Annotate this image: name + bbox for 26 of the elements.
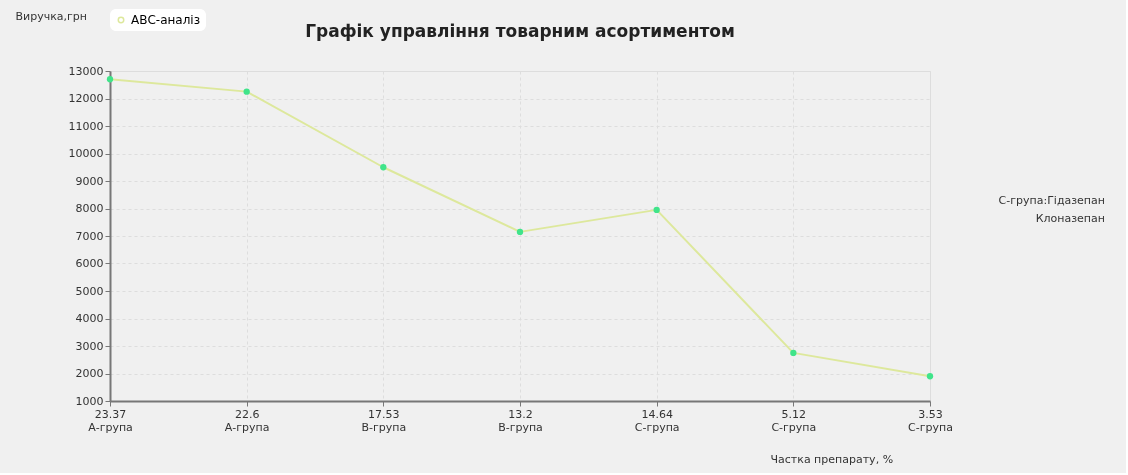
y-tick-label: 5000 (75, 284, 104, 298)
chart-title: Графік управління товарним асортиментом (305, 21, 735, 41)
y-tick-label: 2000 (75, 367, 104, 380)
y-tick-label: 13000 (68, 64, 104, 78)
x-tick-label: 17.53 В-група (361, 407, 407, 434)
y-tick-label: 10000 (68, 147, 104, 160)
y-tick-label: 8000 (75, 202, 104, 215)
x-tick-label: 22.6 А-група (224, 407, 270, 434)
y-tick-label: 9000 (75, 174, 104, 188)
x-tick-label: 13.2 В-група (498, 407, 543, 434)
y-tick-label: 12000 (68, 92, 104, 105)
x-tick-label: 23.37 А-група (88, 407, 133, 434)
y-tick-label: 11000 (68, 119, 104, 133)
y-tick-label: 6000 (75, 257, 104, 270)
x-tick-label: 14.64 С-група (634, 407, 680, 434)
y-tick-label: 1000 (75, 394, 104, 408)
x-axis-title: Частка препарату, % (770, 452, 894, 466)
y-tick-label: 3000 (75, 339, 104, 353)
x-tick-label: 3.53 С-група (908, 407, 953, 434)
y-axis-title: Виручка,грн (15, 9, 88, 23)
x-tick-label: 5.12 С-група (771, 407, 817, 434)
text: С-група:Гідазепан (998, 194, 1105, 207)
y-tick-label: 4000 (75, 312, 104, 325)
y-tick-label: 7000 (75, 229, 104, 243)
legend-label: АВС-аналіз (131, 13, 201, 27)
text: Клоназепан (1035, 212, 1105, 225)
